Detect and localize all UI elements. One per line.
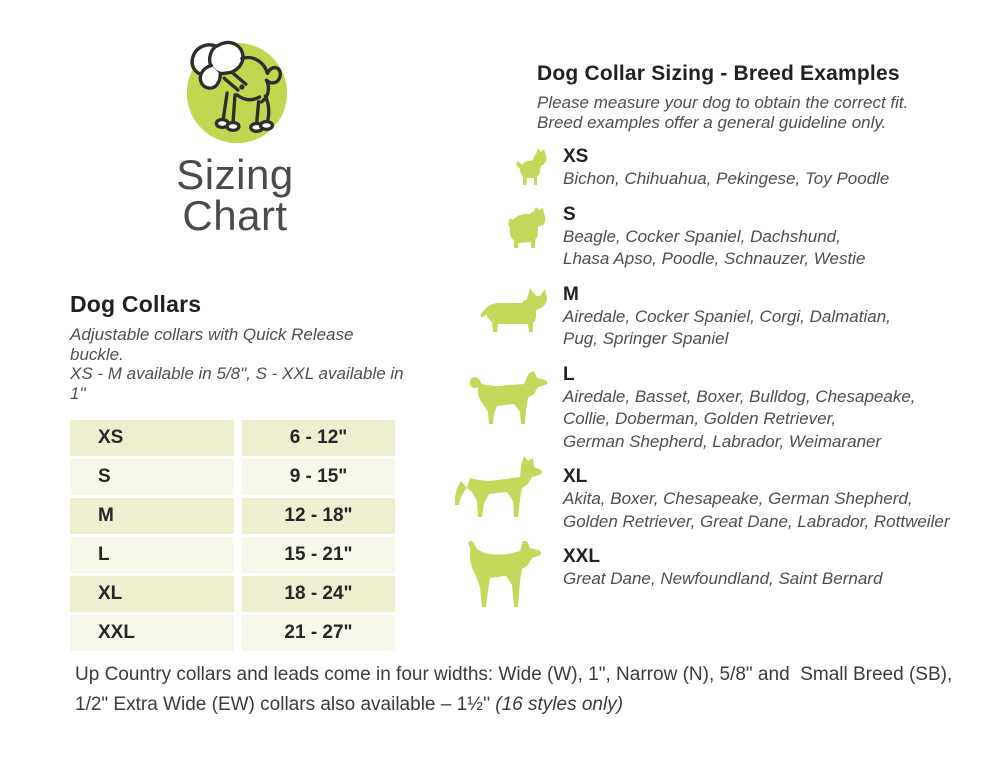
entry-breeds: Airedale, Cocker Spaniel, Corgi, Dalmati…: [563, 306, 891, 349]
breed-entry-s: S Beagle, Cocker Spaniel, Dachshund, Lha…: [450, 204, 965, 271]
chihuahua-icon: [516, 148, 547, 185]
footer-note: Up Country collars and leads come in fou…: [75, 660, 975, 720]
corgi-icon: [480, 287, 547, 332]
entry-size-label: XS: [563, 146, 589, 167]
size-range: 6 - 12": [289, 427, 348, 448]
size-range: 15 - 21": [284, 544, 353, 565]
table-row: XL 18 - 24": [70, 576, 395, 612]
footer-line2: 1/2" Extra Wide (EW) collars also availa…: [75, 690, 975, 720]
logo-title-line1: Sizing: [176, 151, 294, 198]
entry-breeds: Great Dane, Newfoundland, Saint Bernard: [563, 569, 883, 588]
entry-size-label: XL: [563, 466, 588, 487]
footer-line1: Up Country collars and leads come in fou…: [75, 664, 953, 685]
collar-size-table: XS 6 - 12" S 9 - 15" M 12 - 18" L 15 - 2…: [70, 420, 395, 651]
size-range: 18 - 24": [284, 583, 353, 604]
entry-breeds: Airedale, Basset, Boxer, Bulldog, Chesap…: [563, 386, 916, 451]
breed-entry-xxl: XXL Great Dane, Newfoundland, Saint Bern…: [450, 540, 965, 609]
table-row: L 15 - 21": [70, 537, 395, 573]
entry-breeds: Akita, Boxer, Chesapeake, German Shepher…: [563, 489, 950, 531]
entry-size-label: M: [563, 283, 579, 305]
brand-logo: Sizing Chart: [146, 34, 324, 239]
dog-logo-icon: [186, 40, 288, 144]
size-label: XXL: [98, 622, 135, 643]
entry-breeds: Bichon, Chihuahua, Pekingese, Toy Poodle: [563, 169, 890, 188]
breed-entry-xs: XS Bichon, Chihuahua, Pekingese, Toy Poo…: [450, 146, 965, 191]
breed-entry-m: M Airedale, Cocker Spaniel, Corgi, Dalma…: [450, 284, 965, 351]
table-row: M 12 - 18": [70, 498, 395, 534]
size-label: L: [98, 544, 110, 565]
breed-entry-xl: XL Akita, Boxer, Chesapeake, German Shep…: [450, 456, 965, 533]
breed-examples-header: Dog Collar Sizing - Breed Examples Pleas…: [537, 62, 967, 132]
table-row: XS 6 - 12": [70, 420, 395, 456]
size-label: M: [98, 505, 114, 526]
great-dane-icon: [468, 540, 541, 607]
table-row: XXL 21 - 27": [70, 615, 395, 651]
logo-title-line2: Chart: [182, 192, 288, 239]
table-row: S 9 - 15": [70, 459, 395, 495]
size-range: 9 - 15": [289, 466, 348, 487]
size-label: S: [98, 466, 111, 487]
breed-entry-l: L Airedale, Basset, Boxer, Bulldog, Ches…: [450, 364, 965, 454]
size-range: 21 - 27": [284, 622, 353, 643]
footer-line2-note: (16 styles only): [495, 694, 624, 715]
entry-size-label: L: [563, 363, 575, 385]
size-label: XL: [98, 583, 123, 604]
breed-examples-list: XS Bichon, Chihuahua, Pekingese, Toy Poo…: [450, 146, 965, 622]
size-range: 12 - 18": [284, 505, 353, 526]
dog-collars-section: Dog Collars Adjustable collars with Quic…: [70, 291, 410, 654]
dog-collars-subtext: Adjustable collars with Quick Release bu…: [70, 325, 404, 403]
breed-examples-heading: Dog Collar Sizing - Breed Examples: [537, 62, 900, 85]
entry-breeds: Beagle, Cocker Spaniel, Dachshund, Lhasa…: [563, 226, 866, 269]
footer-line2-text: 1/2" Extra Wide (EW) collars also availa…: [75, 694, 491, 715]
breed-examples-subtext: Please measure your dog to obtain the co…: [537, 93, 909, 132]
size-label: XS: [98, 427, 124, 448]
retriever-icon: [469, 370, 548, 424]
dog-collars-heading: Dog Collars: [70, 291, 202, 317]
german-shepherd-icon: [454, 456, 542, 517]
logo-title: Sizing Chart: [146, 151, 324, 239]
entry-size-label: XXL: [563, 546, 600, 567]
westie-icon: [508, 206, 546, 248]
entry-size-label: S: [563, 203, 576, 225]
